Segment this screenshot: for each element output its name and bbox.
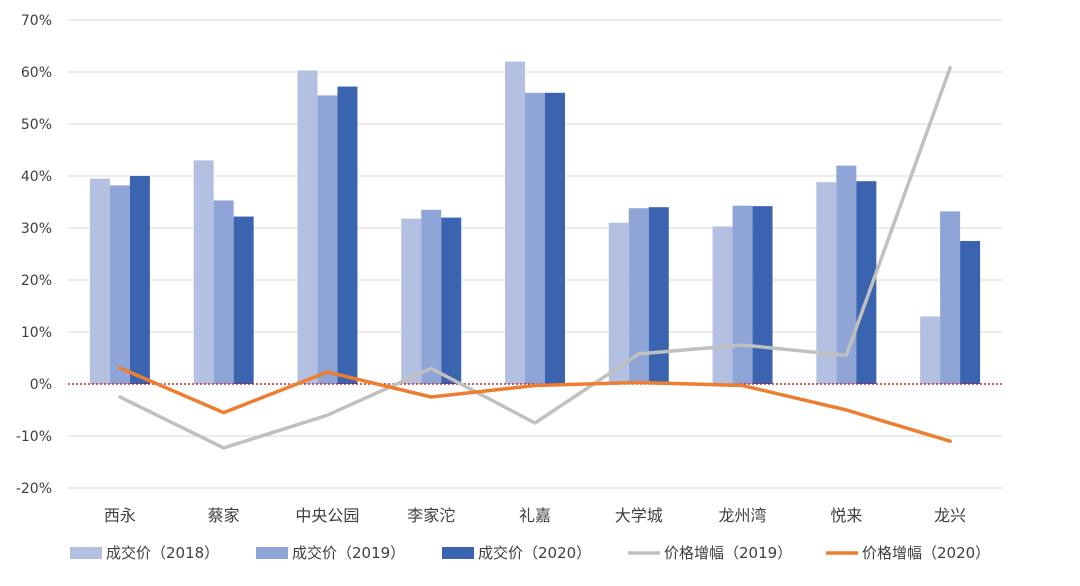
y-tick-label: 40%	[21, 169, 52, 185]
bar-2-2	[337, 86, 358, 384]
bar-0-0	[89, 178, 110, 384]
bar-1-2	[317, 95, 338, 385]
x-tick-label: 中央公园	[295, 506, 359, 525]
bar-0-1	[193, 160, 214, 384]
bar-2-7	[856, 181, 877, 384]
bar-2-0	[129, 176, 150, 384]
x-tick-label: 李家沱	[407, 506, 455, 525]
bar-0-8	[920, 316, 941, 384]
bar-2-1	[233, 216, 254, 384]
y-tick-label: 60%	[21, 65, 52, 81]
bar-1-8	[940, 211, 961, 384]
bar-2-8	[960, 241, 981, 384]
bar-1-5	[628, 208, 649, 384]
y-tick-label: 30%	[21, 221, 52, 237]
line-series-3	[118, 66, 952, 450]
y-tick-label: 10%	[21, 325, 52, 341]
bar-1-3	[421, 209, 442, 384]
bar-1-1	[213, 200, 234, 384]
legend-label-1: 成交价（2019）	[292, 544, 405, 562]
bar-0-6	[712, 226, 733, 384]
x-tick-label: 龙州湾	[719, 506, 767, 525]
bar-0-3	[401, 218, 422, 384]
y-tick-label: 0%	[30, 377, 52, 393]
bar-1-7	[836, 165, 857, 384]
bar-0-4	[505, 61, 525, 384]
bar-2-6	[752, 206, 773, 384]
bar-1-6	[732, 205, 753, 384]
legend-label-3: 价格增幅（2019）	[664, 544, 792, 562]
line-series-4	[118, 366, 952, 443]
legend-label-4: 价格增幅（2020）	[862, 544, 990, 562]
bar-0-5	[608, 222, 629, 384]
bar-2-3	[441, 217, 462, 384]
x-tick-label: 悦来	[830, 506, 862, 525]
bar-2-4	[545, 92, 565, 385]
legend-swatch-2	[442, 547, 474, 559]
x-tick-label: 西永	[104, 506, 136, 525]
y-tick-label: 20%	[21, 273, 52, 289]
x-tick-label: 蔡家	[208, 506, 240, 525]
x-tick-label: 龙兴	[934, 506, 966, 525]
y-tick-label: -20%	[16, 481, 52, 497]
y-tick-label: -10%	[16, 429, 52, 445]
legend-swatch-1	[256, 547, 288, 559]
bar-0-7	[816, 182, 837, 384]
y-tick-label: 70%	[21, 13, 52, 29]
bar-0-2	[297, 70, 318, 384]
x-tick-label: 大学城	[615, 506, 663, 525]
bar-2-5	[648, 207, 669, 384]
legend-label-2: 成交价（2020）	[478, 544, 591, 562]
bar-1-0	[109, 185, 130, 384]
y-tick-label: 50%	[21, 117, 52, 133]
legend-label-0: 成交价（2018）	[106, 544, 219, 562]
bar-1-4	[525, 92, 545, 385]
x-tick-label: 礼嘉	[519, 506, 551, 525]
legend-swatch-0	[70, 547, 102, 559]
